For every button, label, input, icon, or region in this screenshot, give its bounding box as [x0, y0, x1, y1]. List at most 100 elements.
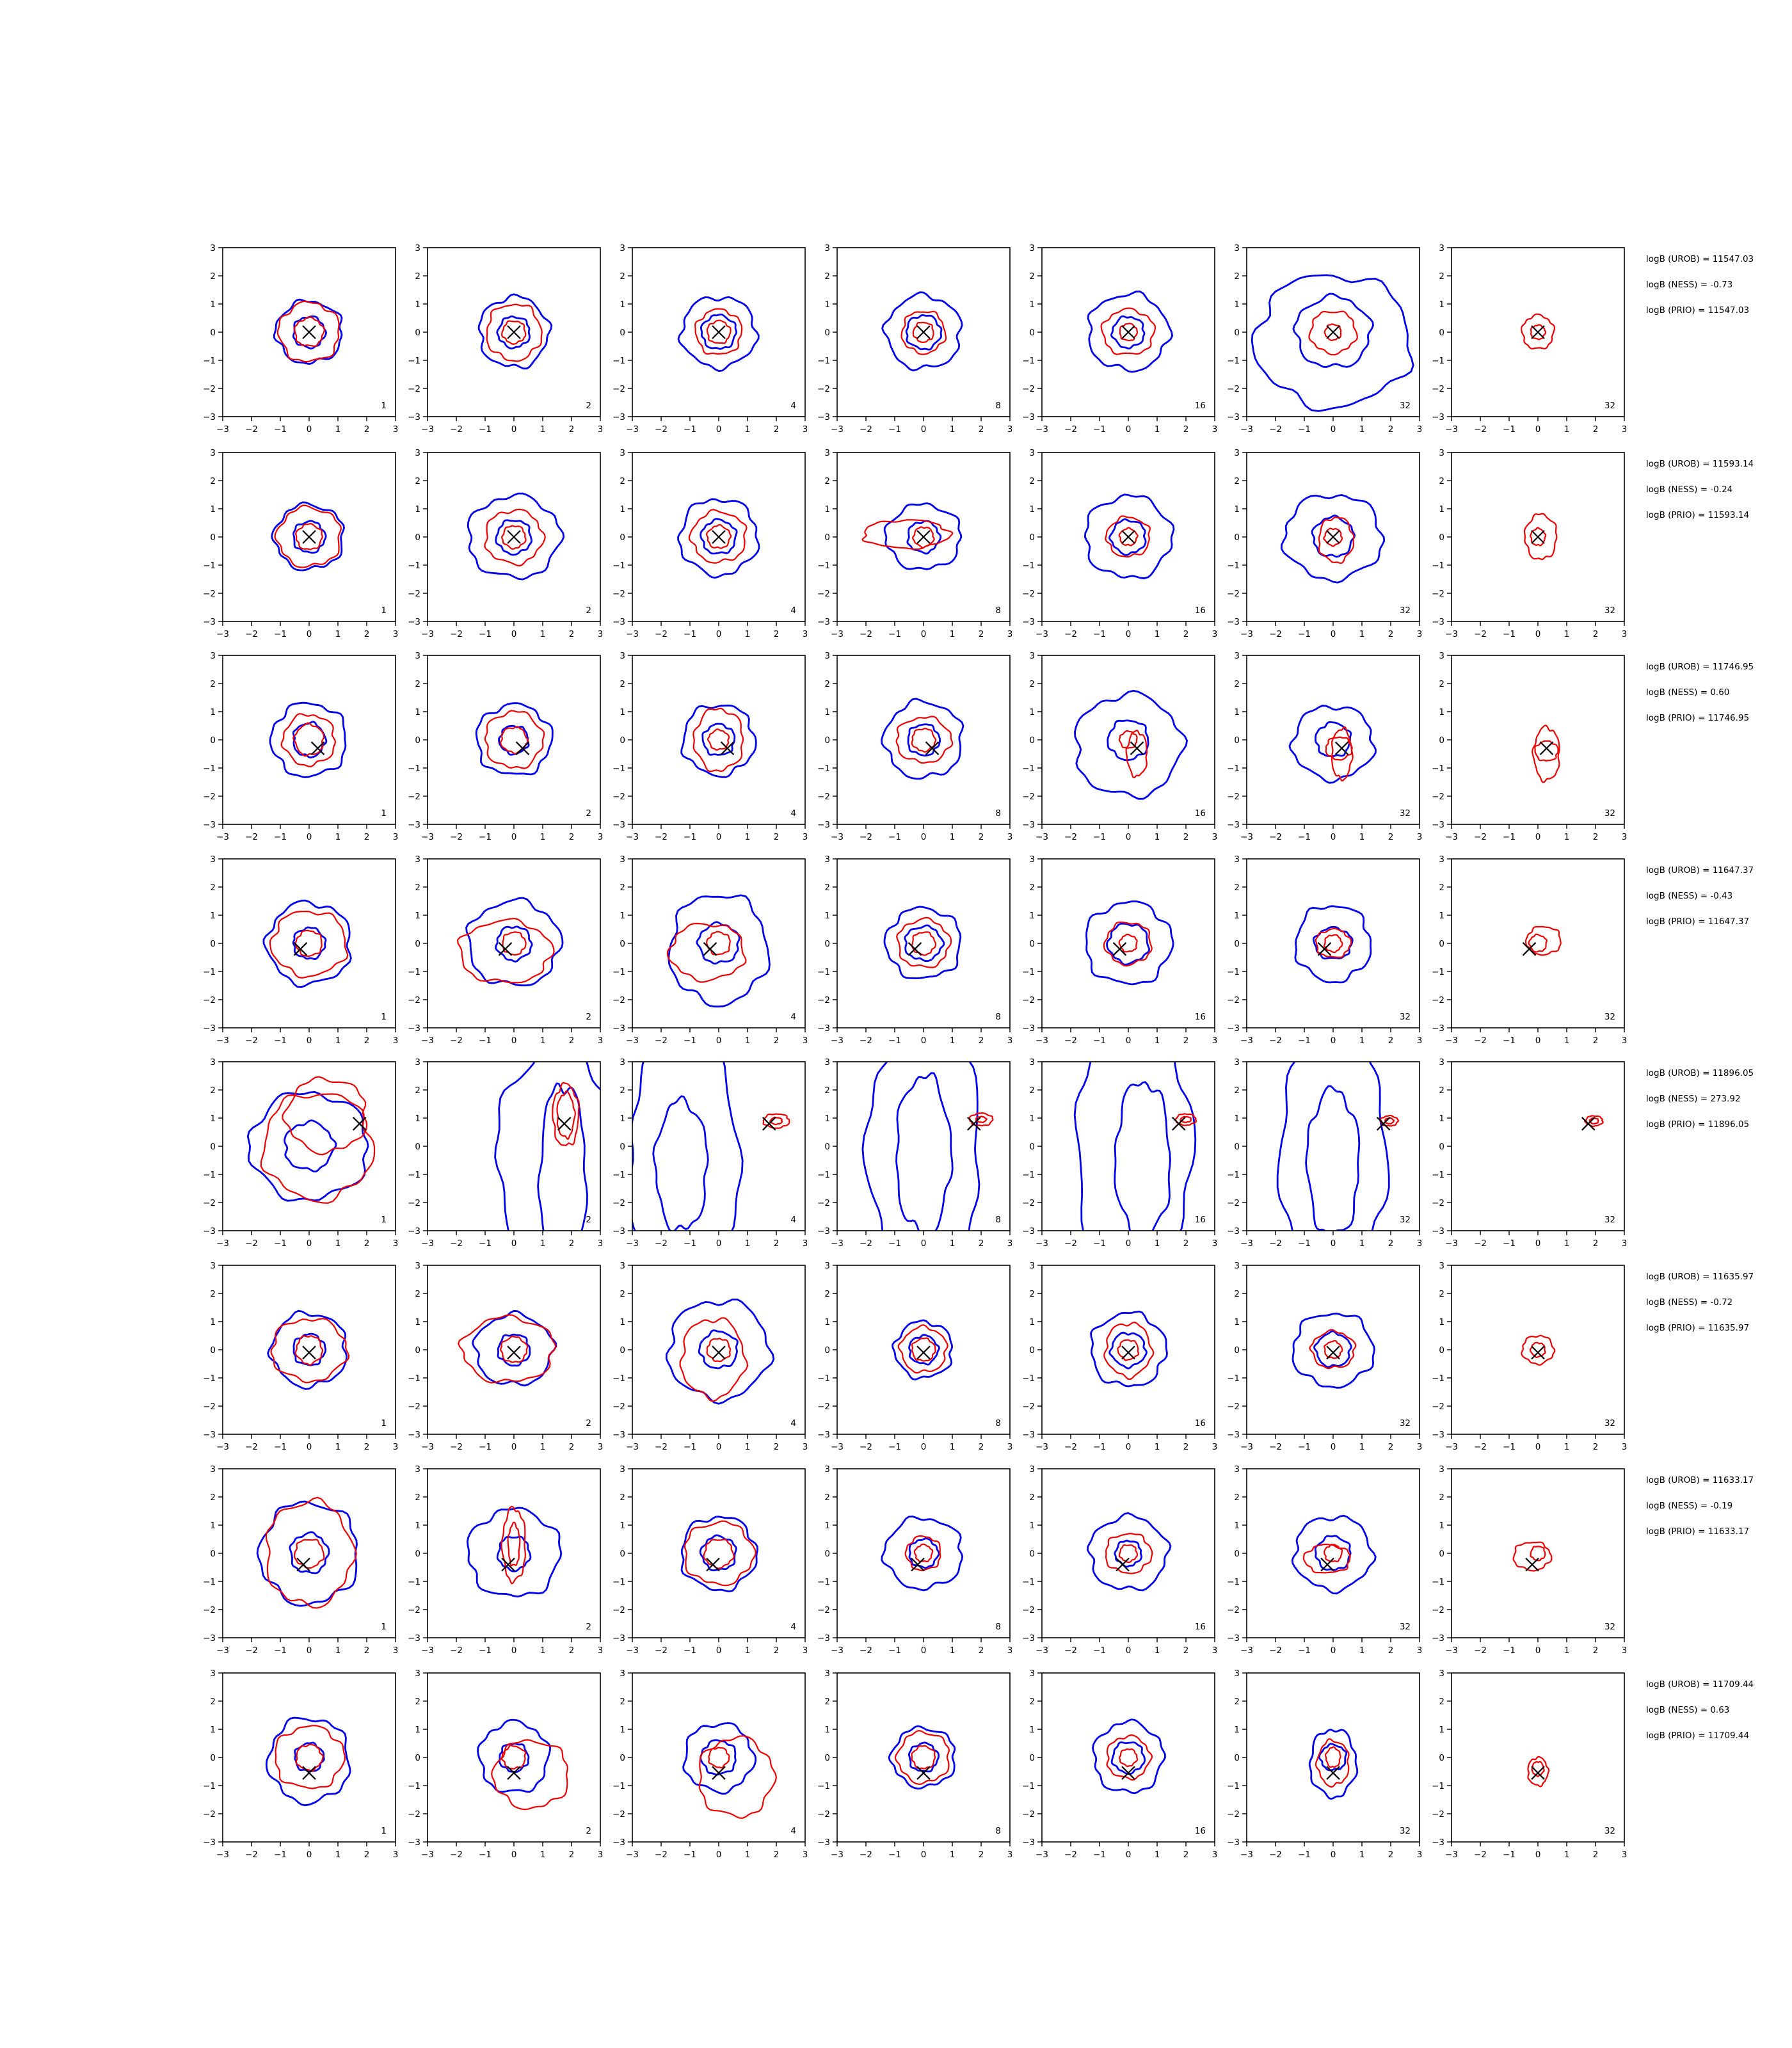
x-tick-label: 1	[950, 1645, 956, 1656]
y-tick-label: −3	[612, 1633, 625, 1644]
x-tick-label: 2	[569, 832, 575, 842]
logb-annotations-row-1: logB (UROB) = 11547.03 logB (NESS) = -0.7…	[1646, 254, 1754, 316]
x-tick-label: 0	[1331, 832, 1336, 842]
logb-text: logB (NESS) = 0.63	[1646, 1705, 1729, 1715]
x-tick-label: −2	[1269, 1238, 1282, 1249]
x-tick-label: 0	[716, 1645, 722, 1656]
blue-contour	[1311, 515, 1356, 558]
panel-label: 32	[1400, 808, 1411, 819]
panel-label: 8	[995, 1215, 1001, 1225]
red-contour	[1105, 515, 1151, 558]
x-tick-label: 3	[1622, 1850, 1628, 1860]
truth-marker	[1326, 530, 1340, 544]
y-tick-label: 2	[210, 1492, 216, 1503]
x-tick-label: 2	[1388, 424, 1394, 435]
x-tick-label: −1	[684, 1442, 696, 1452]
panel-label: 2	[586, 1215, 591, 1225]
plot-area	[1291, 1514, 1377, 1595]
x-tick-label: 2	[364, 1645, 370, 1656]
x-tick-label: −2	[860, 1645, 872, 1656]
plot-area	[883, 906, 962, 979]
x-tick-label: 2	[1388, 1238, 1394, 1249]
x-tick-label: −2	[245, 832, 258, 842]
y-tick-label: −3	[1022, 1430, 1035, 1440]
panel-r8-c5: −3−3 −2 −2 −1 −1 0 0 1 1 2 2 3 3 16	[1022, 1668, 1217, 1860]
red-contour	[1119, 323, 1139, 342]
logb-text: logB (PRIO) = 11896.05	[1646, 1119, 1749, 1130]
x-tick-label: 3	[803, 629, 808, 639]
blue-contour	[1084, 493, 1175, 580]
y-tick-label: 1	[620, 300, 625, 310]
y-tick-label: 0	[415, 1142, 420, 1152]
x-tick-label: 1	[745, 1036, 751, 1046]
y-tick-label: 2	[824, 1492, 830, 1503]
y-tick-label: −2	[817, 589, 830, 599]
y-tick-label: −3	[1432, 820, 1444, 830]
blue-contour	[881, 291, 963, 372]
y-tick-label: 1	[415, 1317, 420, 1327]
y-tick-label: 3	[1439, 651, 1444, 661]
y-tick-label: −1	[1432, 1577, 1444, 1587]
y-tick-label: −3	[1432, 617, 1444, 627]
panel-label: 4	[790, 1215, 796, 1225]
y-tick-label: −3	[203, 617, 216, 627]
y-tick-label: 1	[1439, 707, 1444, 717]
y-tick-label: 2	[1234, 1697, 1240, 1707]
blue-contour	[701, 723, 736, 756]
logb-annotations-row-3: logB (UROB) = 11746.95 logB (NESS) = 0.60…	[1646, 662, 1754, 723]
plot-area	[271, 501, 345, 572]
blue-contour	[1085, 900, 1174, 986]
red-contour	[894, 1730, 950, 1785]
y-tick-label: 0	[415, 1345, 420, 1356]
x-tick-label: −2	[1064, 1238, 1077, 1249]
red-contour	[698, 1735, 777, 1819]
y-tick-label: 1	[620, 1317, 625, 1327]
panel-r6-c1: −3−3 −2 −2 −1 −1 0 0 1 1 2 2 3 3 1	[203, 1261, 398, 1452]
y-tick-label: −2	[612, 1605, 625, 1615]
x-tick-label: −1	[274, 1442, 287, 1452]
y-tick-label: −3	[203, 1430, 216, 1440]
x-tick-label: −3	[1036, 1036, 1048, 1046]
x-tick-label: 3	[1007, 1238, 1013, 1249]
x-tick-label: 3	[1622, 1442, 1628, 1452]
y-tick-label: 2	[210, 1289, 216, 1299]
y-tick-label: 3	[1029, 1057, 1035, 1068]
x-tick-label: −1	[888, 1850, 901, 1860]
y-tick-label: 3	[824, 854, 830, 865]
x-tick-label: 3	[393, 424, 399, 435]
plot-area	[881, 291, 963, 372]
x-tick-label: 1	[950, 832, 956, 842]
y-tick-label: 0	[1029, 735, 1035, 746]
x-tick-label: −2	[245, 1645, 258, 1656]
y-tick-label: 0	[210, 1753, 216, 1763]
red-contour	[295, 1743, 324, 1772]
y-tick-label: 1	[824, 911, 830, 921]
x-tick-label: −3	[831, 629, 844, 639]
x-tick-label: −3	[1240, 1850, 1253, 1860]
x-tick-label: 0	[1331, 424, 1336, 435]
x-tick-label: 0	[1126, 424, 1132, 435]
y-tick-label: −2	[1022, 1809, 1035, 1820]
red-contour	[501, 525, 527, 550]
panel-label: 16	[1195, 1418, 1206, 1428]
y-tick-label: 3	[415, 1668, 420, 1679]
x-tick-label: 3	[1622, 424, 1628, 435]
red-contour	[486, 303, 543, 362]
y-tick-label: 3	[824, 243, 830, 253]
plot-area	[666, 894, 771, 1008]
y-tick-label: 1	[1439, 911, 1444, 921]
truth-marker	[1112, 942, 1127, 956]
blue-contour	[632, 1062, 744, 1231]
y-tick-label: −2	[203, 589, 216, 599]
x-tick-label: −2	[655, 1238, 668, 1249]
y-tick-label: −1	[408, 1781, 420, 1791]
y-tick-label: −1	[1432, 1170, 1444, 1180]
panel-r1-c1: −3−3 −2 −2 −1 −1 0 0 1 1 2 2 3 3 1	[203, 243, 398, 435]
x-tick-label: 1	[950, 1036, 956, 1046]
x-tick-label: 3	[1622, 629, 1628, 639]
red-contour	[282, 1076, 368, 1156]
blue-contour	[861, 1062, 980, 1231]
x-tick-label: −1	[1298, 1036, 1311, 1046]
truth-marker	[1121, 530, 1135, 544]
x-tick-label: 1	[335, 1442, 341, 1452]
